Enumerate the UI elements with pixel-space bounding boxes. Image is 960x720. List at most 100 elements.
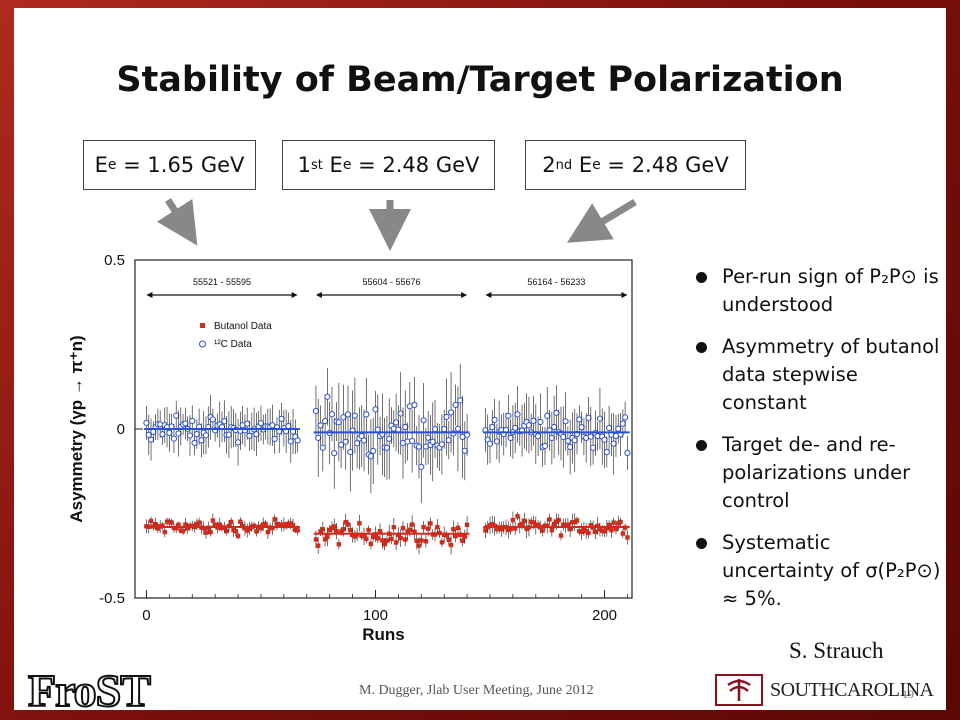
data-point-butanol [357,521,362,526]
bullet-text: Systematic uncertainty of σ(P₂P⊙) ≈ 5%. [722,531,941,610]
data-point-carbon [351,412,358,419]
y-tick-label: -0.5 [99,590,125,607]
data-point-butanol [506,527,511,533]
data-point-carbon [505,412,512,419]
data-point-butanol [441,532,447,538]
data-point-butanol [529,519,534,525]
data-point-butanol [251,523,257,529]
energy-box-2-sub: e [342,157,352,173]
data-point-carbon [367,453,375,460]
data-point-butanol [554,519,559,524]
data-point-butanol [613,526,619,532]
data-point-carbon [392,419,400,426]
arrow-down-left-icon [566,198,637,243]
data-point-carbon [317,422,324,429]
data-point-butanol [545,523,550,529]
data-point-butanol [180,528,186,534]
data-point-butanol [403,537,408,542]
data-point-butanol [556,517,561,523]
data-point-butanol [254,529,259,534]
data-point-carbon [173,412,180,419]
data-point-butanol [510,517,516,523]
energy-box-1-sub: e [107,157,117,173]
data-point-butanol [293,527,298,532]
x-tick-label: 0 [142,607,150,624]
data-point-carbon [244,420,251,427]
data-point-butanol [620,531,626,536]
data-point-butanol [595,523,600,529]
data-point-butanol [389,536,394,542]
data-point-butanol [183,522,188,527]
data-point-butanol [178,528,184,533]
data-point-carbon [445,437,452,444]
data-point-carbon [454,425,462,432]
data-point-butanol [565,522,571,527]
data-point-butanol [425,526,431,531]
data-point-butanol [176,522,181,527]
data-point-carbon [576,416,583,423]
data-point-carbon [159,431,166,438]
data-point-carbon [198,437,205,444]
data-point-carbon [402,423,409,431]
bullet-list: Per-run sign of P₂P⊙ is understood Asymm… [694,263,944,627]
data-point-butanol [270,525,275,531]
bullet-dot-icon [696,272,707,283]
data-point-carbon [560,433,567,441]
data-point-butanol [602,529,607,534]
data-point-butanol [439,540,445,545]
data-point-carbon [548,434,555,442]
data-point-butanol [460,538,465,543]
data-point-butanol [329,525,335,531]
data-point-butanol [558,533,564,538]
data-point-carbon [143,419,150,427]
bullet-dot-icon [696,538,707,549]
data-point-carbon [541,442,549,450]
data-point-butanol [577,528,582,534]
energy-box-3-sub: e [592,157,601,173]
data-point-carbon [418,463,425,470]
data-point-butanol [551,521,557,527]
data-point-butanol [327,527,332,533]
data-point-butanol [258,525,264,531]
data-point-carbon [225,431,233,438]
data-point-carbon [294,437,301,444]
data-point-butanol [377,529,383,534]
data-point-butanol [616,521,621,526]
energy-box-3-value: = 2.48 GeV [600,153,729,177]
data-point-butanol [288,521,293,526]
data-point-carbon [615,425,622,432]
data-point-butanol [583,529,589,534]
data-point-butanol [233,529,238,534]
data-point-butanol [517,522,522,528]
data-point-butanol [487,523,493,528]
slide-title: Stability of Beam/Target Polarization [116,60,844,100]
run-range-arrow-left-icon [146,292,153,298]
data-point-butanol [398,535,403,541]
data-point-butanol [272,517,277,522]
bullet-dot-icon [696,342,707,353]
data-point-butanol [588,523,593,528]
run-range-label: 56164 - 56233 [527,277,585,287]
data-point-butanol [618,519,623,525]
data-point-carbon [493,438,500,445]
data-point-butanol [611,520,616,525]
run-range-arrow-right-icon [291,292,298,298]
data-point-butanol [600,528,605,533]
x-tick-label: 100 [363,607,388,624]
data-point-butanol [572,519,577,525]
data-point-butanol [334,528,339,534]
data-point-carbon [166,429,173,436]
data-point-carbon [486,440,494,447]
data-point-butanol [160,523,165,528]
data-point-butanol [290,523,296,528]
data-point-butanol [455,525,461,531]
data-point-butanol [201,525,206,531]
data-point-butanol [462,534,468,539]
data-point-butanol [196,520,202,525]
data-point-butanol [242,526,248,531]
data-point-butanol [499,527,504,532]
y-tick-label: 0.5 [104,252,125,269]
data-point-carbon [596,415,604,422]
bullet-text: Asymmetry of butanol data stepwise const… [722,335,940,414]
